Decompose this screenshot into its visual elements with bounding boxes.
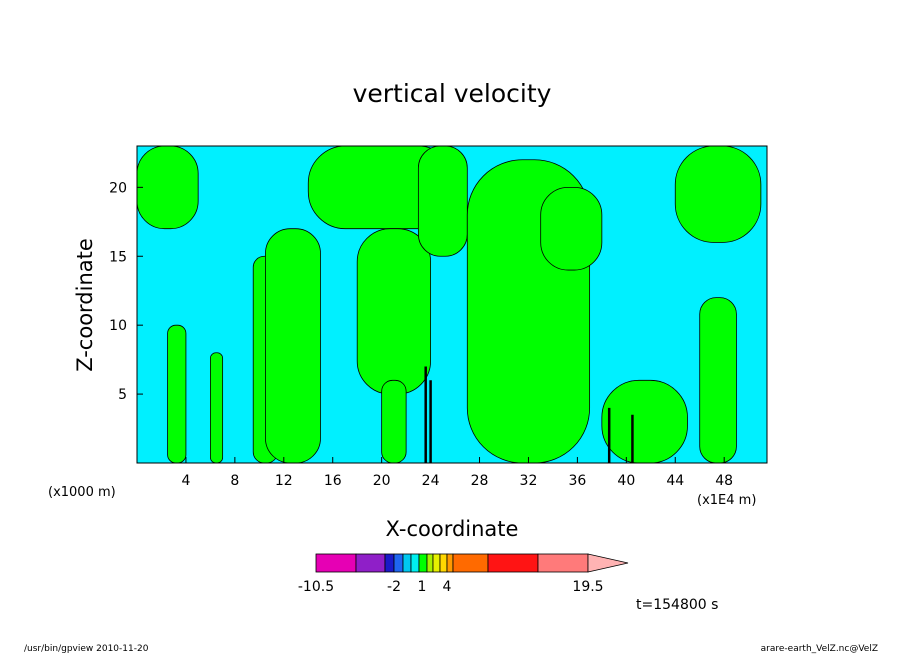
x-tick-label-11: 48 <box>715 473 733 489</box>
colorbar-arrow <box>587 553 629 573</box>
plot-area <box>136 145 768 464</box>
x-tick-label-0: 4 <box>181 473 190 489</box>
y-axis-ticks: 5 10 15 20 <box>109 180 143 403</box>
x-tick-label-3: 16 <box>324 473 342 489</box>
x-tick-label-7: 32 <box>520 473 538 489</box>
y-tick-label-0: 5 <box>118 387 127 403</box>
colorbar-segment-0 <box>315 553 357 573</box>
x-tick-label-5: 24 <box>422 473 440 489</box>
x-axis-ticks: 4 8 12 16 20 24 28 32 36 40 44 48 <box>181 457 733 489</box>
x-tick-label-8: 36 <box>568 473 586 489</box>
x-tick-label-4: 20 <box>373 473 391 489</box>
y-tick-label-2: 15 <box>109 249 127 265</box>
colorbar-segment-9 <box>439 553 448 573</box>
colorbar-segment-5 <box>410 553 420 573</box>
x-tick-label-2: 12 <box>275 473 293 489</box>
colorbar <box>315 553 629 573</box>
x-tick-label-10: 44 <box>666 473 684 489</box>
positive-region-7 <box>381 379 407 463</box>
colorbar-segment-4 <box>402 553 412 573</box>
x-tick-label-1: 8 <box>230 473 239 489</box>
x-axis-label: X-coordinate <box>386 517 519 541</box>
positive-region-2 <box>209 352 224 463</box>
footer-right-text: arare-earth_VelZ.nc@VelZ <box>761 644 878 654</box>
colorbar-tick-label-1: -2 <box>387 579 401 595</box>
x-unit-right-label: (x1E4 m) <box>697 493 756 508</box>
y-tick-label-3: 20 <box>109 180 127 196</box>
time-label: t=154800 s <box>636 597 718 613</box>
y-tick-label-1: 10 <box>109 318 127 334</box>
colorbar-segment-6 <box>418 553 428 573</box>
plot-frame <box>136 145 768 464</box>
colorbar-tick-label-0: -10.5 <box>298 579 334 595</box>
colorbar-segment-10 <box>446 553 454 573</box>
strong-updraft-columns <box>424 366 634 463</box>
positive-region-13 <box>699 297 737 463</box>
positive-region-10 <box>540 186 603 271</box>
x-unit-left-label: (x1000 m) <box>48 485 116 500</box>
chart-title: vertical velocity <box>353 79 552 108</box>
colorbar-tick-label-3: 4 <box>443 579 452 595</box>
x-tick-label-6: 28 <box>471 473 489 489</box>
colorbar-segment-12 <box>487 553 539 573</box>
colorbar-segment-1 <box>355 553 386 573</box>
colorbar-tick-labels: -10.5 -2 1 4 19.5 <box>298 579 604 595</box>
colorbar-segment-7 <box>426 553 434 573</box>
y-axis-label: Z-coordinate <box>73 238 97 372</box>
footer-left-text: /usr/bin/gpview 2010-11-20 <box>24 644 149 654</box>
positive-region-1 <box>167 324 187 463</box>
colorbar-segment-13 <box>537 553 589 573</box>
colorbar-segment-11 <box>452 553 489 573</box>
colorbar-segment-8 <box>432 553 441 573</box>
positive-region-0 <box>137 146 199 230</box>
colorbar-segment-2 <box>384 553 395 573</box>
positive-region-12 <box>674 146 762 243</box>
positive-region-4 <box>265 228 321 463</box>
positive-region-6 <box>356 228 431 395</box>
velocity-field <box>137 146 762 463</box>
x-tick-label-9: 40 <box>617 473 635 489</box>
positive-region-8 <box>417 146 468 257</box>
colorbar-tick-label-2: 1 <box>418 579 427 595</box>
colorbar-segment-3 <box>393 553 404 573</box>
positive-region-11 <box>601 379 688 463</box>
colorbar-tick-label-4: 19.5 <box>572 579 603 595</box>
